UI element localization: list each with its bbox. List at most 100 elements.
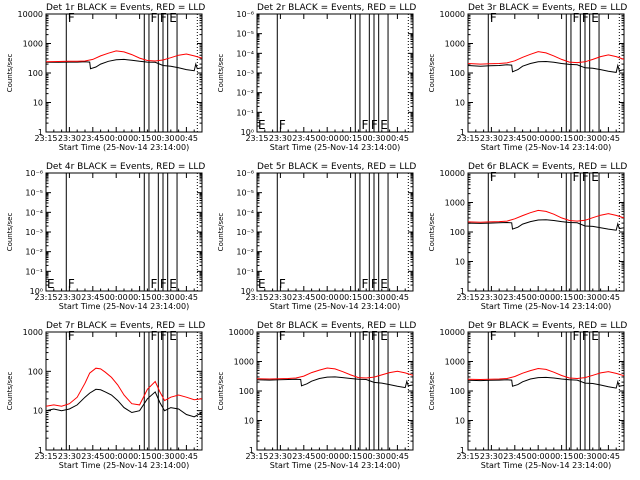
x-tick-label: 23:15 xyxy=(456,293,479,302)
y-tick-label: 1 xyxy=(460,446,465,455)
y-tick-label: 10000 xyxy=(440,328,465,337)
flag-label-e: E xyxy=(380,277,388,291)
y-tick-label: 10⁻³ xyxy=(236,69,254,78)
x-axis-label: Start Time (25-Nov-14 23:14:00) xyxy=(59,302,189,311)
y-tick-label: 10000 xyxy=(440,169,465,178)
flag-label-f: F xyxy=(573,329,580,343)
panel-title: Det 1r BLACK = Events, RED = LLD xyxy=(46,3,205,13)
flag-label-e: E xyxy=(169,11,177,25)
flag-label-e: E xyxy=(169,277,177,291)
y-axis-label: Counts/sec xyxy=(6,372,14,411)
flag-label-f: F xyxy=(160,11,167,25)
flag-label-f: F xyxy=(68,277,75,291)
flag-label-f: F xyxy=(371,118,378,132)
y-tick-label: 1000 xyxy=(23,328,43,337)
y-tick-label: 10⁻⁵ xyxy=(236,189,254,198)
x-tick-label: 00:15 xyxy=(339,134,362,143)
y-axis-label: Counts/sec xyxy=(217,372,225,411)
x-tick-label: 23:45 xyxy=(81,134,104,143)
x-tick-label: 00:45 xyxy=(386,293,409,302)
y-tick-label: 10⁻² xyxy=(236,248,254,257)
y-axis-label: Counts/sec xyxy=(217,54,225,93)
x-tick-label: 23:15 xyxy=(34,452,57,461)
flag-label-f: F xyxy=(279,277,286,291)
y-tick-label: 10000 xyxy=(18,10,43,19)
series-lld-line xyxy=(45,367,203,407)
series-lld-line xyxy=(467,51,625,65)
y-tick-label: 10000 xyxy=(440,10,465,19)
flag-label-f: F xyxy=(490,329,497,343)
x-tick-label: 00:00 xyxy=(527,134,550,143)
x-tick-label: 23:15 xyxy=(245,134,268,143)
x-axis-label: Start Time (25-Nov-14 23:14:00) xyxy=(481,302,611,311)
flag-label-f: F xyxy=(362,277,369,291)
y-axis-label: Counts/sec xyxy=(6,54,14,93)
flag-label-f: F xyxy=(582,329,589,343)
panel-title: Det 4r BLACK = Events, RED = LLD xyxy=(46,162,205,172)
plot-frame xyxy=(45,331,203,451)
series-events-line xyxy=(467,219,625,231)
panel-title: Det 7r BLACK = Events, RED = LLD xyxy=(46,321,205,331)
y-tick-label: 1000 xyxy=(445,358,465,367)
x-tick-label: 00:00 xyxy=(316,293,339,302)
flag-label-f: F xyxy=(582,170,589,184)
flag-label-e: E xyxy=(258,118,266,132)
y-tick-label: 1 xyxy=(38,446,43,455)
y-tick-label: 10⁻⁴ xyxy=(236,49,254,58)
flag-label-f: F xyxy=(490,170,497,184)
plot-frame xyxy=(45,13,203,133)
plot-frame xyxy=(45,172,203,292)
flag-label-f: F xyxy=(151,11,158,25)
x-tick-label: 00:45 xyxy=(386,134,409,143)
panel-det-7r: Det 7r BLACK = Events, RED = LLD 23:15 23:… xyxy=(6,321,205,470)
series-events-line xyxy=(45,388,203,418)
x-tick-label: 23:45 xyxy=(292,452,315,461)
plot-frame xyxy=(256,172,414,292)
x-tick-label: 23:30 xyxy=(269,452,292,461)
x-tick-label: 23:30 xyxy=(58,293,81,302)
x-tick-label: 00:30 xyxy=(151,452,174,461)
x-tick-label: 00:15 xyxy=(339,452,362,461)
flag-label-e: E xyxy=(591,170,599,184)
flag-label-e: E xyxy=(258,277,266,291)
x-tick-label: 00:30 xyxy=(151,134,174,143)
y-tick-label: 10⁻⁶ xyxy=(236,10,254,19)
y-tick-label: 10⁻⁵ xyxy=(236,30,254,39)
series-events-line xyxy=(256,376,414,389)
x-tick-label: 23:45 xyxy=(81,293,104,302)
y-axis-label: Counts/sec xyxy=(428,54,436,93)
y-axis-label: Counts/sec xyxy=(428,213,436,252)
flag-label-f: F xyxy=(279,329,286,343)
panel-title: Det 9r BLACK = Events, RED = LLD xyxy=(468,321,627,331)
y-tick-label: 10⁻⁴ xyxy=(25,208,43,217)
x-tick-label: 00:15 xyxy=(339,293,362,302)
x-tick-label: 00:45 xyxy=(597,293,620,302)
flag-label-f: F xyxy=(160,277,167,291)
x-tick-label: 00:00 xyxy=(105,452,128,461)
x-axis-label: Start Time (25-Nov-14 23:14:00) xyxy=(481,461,611,470)
panel-title: Det 2r BLACK = Events, RED = LLD xyxy=(257,3,416,13)
flag-label-f: F xyxy=(490,11,497,25)
x-tick-label: 00:15 xyxy=(128,134,151,143)
x-tick-label: 23:30 xyxy=(58,452,81,461)
flag-label-e: E xyxy=(380,329,388,343)
y-tick-label: 1000 xyxy=(445,199,465,208)
x-tick-label: 23:45 xyxy=(503,452,526,461)
x-tick-label: 00:00 xyxy=(105,293,128,302)
y-tick-label: 1 xyxy=(460,128,465,137)
flag-label-f: F xyxy=(160,329,167,343)
x-tick-label: 00:45 xyxy=(597,452,620,461)
series-lld-line xyxy=(467,367,625,381)
x-tick-label: 00:00 xyxy=(527,293,550,302)
x-tick-label: 00:30 xyxy=(151,293,174,302)
panel-title: Det 6r BLACK = Events, RED = LLD xyxy=(468,162,627,172)
x-tick-label: 23:30 xyxy=(269,134,292,143)
x-tick-label: 00:30 xyxy=(362,134,385,143)
y-tick-label: 10⁰ xyxy=(241,128,254,137)
series-lld-line xyxy=(45,50,203,63)
